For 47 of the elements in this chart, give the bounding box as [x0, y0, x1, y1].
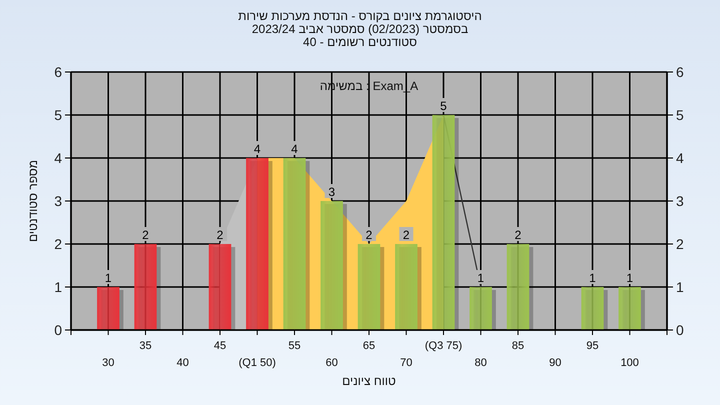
x-tick-label: 80: [474, 357, 487, 369]
y-axis-title: מספר סטודנטים: [26, 160, 40, 242]
y-tick-label: 3: [54, 193, 62, 209]
data-label: 1: [589, 271, 596, 285]
y-tick-label: 5: [54, 107, 62, 123]
y2-tick-label: 2: [676, 236, 684, 252]
y2-tick-label: 0: [676, 322, 684, 338]
x-tick-label: 35: [139, 340, 152, 352]
data-label: 1: [104, 271, 112, 285]
y2-tick-label: 4: [676, 150, 684, 166]
y-tick-label: 4: [54, 150, 62, 166]
x-tick-label: 85: [512, 340, 524, 352]
x-tick-label: 40: [176, 357, 189, 369]
x-tick-label: 65: [362, 340, 376, 352]
y-tick-label: 6: [54, 64, 62, 80]
data-label: 2: [216, 228, 224, 242]
data-label: 1: [626, 271, 634, 285]
data-label: 2: [402, 228, 410, 242]
x-tick-label: 100: [620, 357, 639, 369]
x-tick-label: 95: [586, 340, 599, 352]
data-label: 4: [291, 142, 298, 156]
y2-tick-label: 3: [676, 193, 684, 209]
data-label: 2: [366, 228, 373, 242]
x-tick-label: 45: [214, 340, 226, 352]
x-axis-title: טווח ציונים: [342, 374, 396, 388]
y-tick-label: 0: [54, 322, 62, 338]
x-tick-label: 60: [326, 357, 338, 369]
text: סטודנטים רשומים - 40: [303, 35, 417, 49]
data-label: 3: [328, 185, 336, 199]
data-label: 1: [477, 271, 484, 285]
data-label: 2: [514, 228, 522, 242]
y-tick-label: 1: [54, 279, 62, 295]
x-tick-label: 90: [549, 357, 562, 369]
text: היסטוגרמת ציונים בקורס - הנדסת מערכות שירות: [238, 9, 482, 23]
x-tick-label: 70: [400, 357, 412, 369]
data-label: 5: [440, 99, 448, 113]
y-tick-label: 2: [54, 236, 62, 252]
y2-tick-label: 5: [676, 107, 684, 123]
y2-tick-label: 1: [676, 279, 684, 295]
x-tick-label: 30: [102, 357, 114, 369]
data-label: 4: [254, 142, 261, 156]
text: בסמסטר (02/2023) סמסטר אביב 2023/24: [252, 22, 468, 36]
x-tick-label: (Q3 75): [424, 340, 462, 352]
x-tick-label: (Q1 50): [238, 357, 276, 369]
y2-tick-label: 6: [676, 64, 684, 80]
data-label: 2: [142, 228, 150, 242]
x-tick-label: 55: [288, 340, 301, 352]
